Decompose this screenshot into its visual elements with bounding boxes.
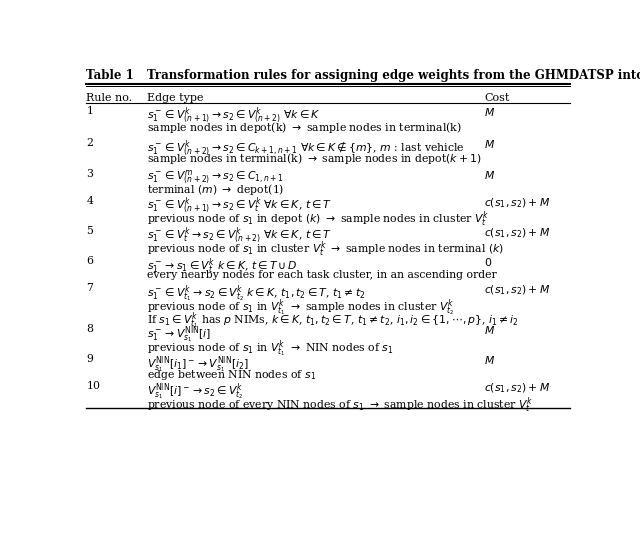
Text: previous node of $s_1$ in $V_{t_1}^k$ $\rightarrow$ sample nodes in cluster $V_{: previous node of $s_1$ in $V_{t_1}^k$ $\… [147,297,454,318]
Text: previous node of $s_1$ in cluster $V_t^k$ $\rightarrow$ sample nodes in terminal: previous node of $s_1$ in cluster $V_t^k… [147,240,504,259]
Text: $0$: $0$ [484,256,493,268]
Text: 5: 5 [86,226,93,236]
Text: 1: 1 [86,106,93,116]
Text: Edge type: Edge type [147,93,204,103]
Text: $c(s_1, s_2) + M$: $c(s_1, s_2) + M$ [484,196,550,210]
Text: $s_1^- \rightarrow s_1 \in V_t^k\ k \in K$, $t \in T \cup D$: $s_1^- \rightarrow s_1 \in V_t^k\ k \in … [147,256,298,276]
Text: 7: 7 [86,284,93,293]
Text: $c(s_1, s_2) + M$: $c(s_1, s_2) + M$ [484,381,550,395]
Text: 4: 4 [86,196,93,206]
Text: $M$: $M$ [484,106,495,118]
Text: $c(s_1, s_2) + M$: $c(s_1, s_2) + M$ [484,226,550,240]
Text: 8: 8 [86,324,93,334]
Text: previous node of $s_1$ in depot $(k)$ $\rightarrow$ sample nodes in cluster $V_t: previous node of $s_1$ in depot $(k)$ $\… [147,210,490,229]
Text: $M$: $M$ [484,354,495,366]
Text: $M$: $M$ [484,169,495,181]
Text: Transformation rules for assigning edge weights from the GHMDATSP into the ATSP: Transformation rules for assigning edge … [147,69,640,82]
Text: sample nodes in terminal(k) $\rightarrow$ sample nodes in depot$(k + 1)$: sample nodes in terminal(k) $\rightarrow… [147,151,482,166]
Text: terminal $(m)$ $\rightarrow$ depot(1): terminal $(m)$ $\rightarrow$ depot(1) [147,182,284,197]
Text: 10: 10 [86,381,100,392]
Text: $s_1^- \in V_t^k \rightarrow s_2 \in V_{(n+2)}^k\ \forall k \in K$, $t \in T$: $s_1^- \in V_t^k \rightarrow s_2 \in V_{… [147,226,332,246]
Text: 6: 6 [86,256,93,266]
Text: $M$: $M$ [484,137,495,149]
Text: Table 1: Table 1 [86,69,134,82]
Text: $V_{s_1}^{\mathrm{NIN}}[i]^- \rightarrow s_2 \in V_{t_2}^k$: $V_{s_1}^{\mathrm{NIN}}[i]^- \rightarrow… [147,381,243,402]
Text: 3: 3 [86,169,93,179]
Text: previous node of $s_1$ in $V_{t_1}^k$ $\rightarrow$ NIN nodes of $s_1$: previous node of $s_1$ in $V_{t_1}^k$ $\… [147,338,394,358]
Text: previous node of every NIN nodes of $s_1$ $\rightarrow$ sample nodes in cluster : previous node of every NIN nodes of $s_1… [147,395,533,415]
Text: $s_1^- \in V_{t_1}^k \rightarrow s_2 \in V_{t_2}^k\ k \in K$, $t_1, t_2 \in T$, : $s_1^- \in V_{t_1}^k \rightarrow s_2 \in… [147,284,365,304]
Text: edge between NIN nodes of $s_1$: edge between NIN nodes of $s_1$ [147,368,316,382]
Text: 9: 9 [86,354,93,364]
Text: $s_1^- \in V_{(n+1)}^k \rightarrow s_2 \in V_{(n+2)}^k\ \forall k \in K$: $s_1^- \in V_{(n+1)}^k \rightarrow s_2 \… [147,106,321,126]
Text: Cost: Cost [484,93,509,103]
Text: Rule no.: Rule no. [86,93,132,103]
Text: 2: 2 [86,137,93,148]
Text: every nearby nodes for each task cluster, in an ascending order: every nearby nodes for each task cluster… [147,270,497,280]
Text: $V_{s_1}^{\mathrm{NIN}}[i_1]^- \rightarrow V_{s_1}^{\mathrm{NIN}}[i_2]$: $V_{s_1}^{\mathrm{NIN}}[i_1]^- \rightarr… [147,354,249,375]
Text: $s_1^- \in V_{(n+1)}^k \rightarrow s_2 \in V_t^k\ \forall k \in K$, $t \in T$: $s_1^- \in V_{(n+1)}^k \rightarrow s_2 \… [147,196,332,216]
Text: $s_1^- \in V_{(n+2)}^m \rightarrow s_2 \in C_{1,n+1}$: $s_1^- \in V_{(n+2)}^m \rightarrow s_2 \… [147,169,284,186]
Text: $s_1^- \rightarrow V_{s_1}^{\mathrm{NIN}}[i]$: $s_1^- \rightarrow V_{s_1}^{\mathrm{NIN}… [147,324,211,345]
Text: $M$: $M$ [484,324,495,336]
Text: sample nodes in depot(k) $\rightarrow$ sample nodes in terminal(k): sample nodes in depot(k) $\rightarrow$ s… [147,120,462,135]
Text: If $s_1 \in V_{t_1}^k$ has $p$ NIMs, $k \in K$, $t_1, t_2 \in T$, $t_1 \neq t_2$: If $s_1 \in V_{t_1}^k$ has $p$ NIMs, $k … [147,310,519,331]
Text: $s_1^- \in V_{(n+2)}^k \rightarrow s_2 \in C_{k+1,n+1}\ \forall k \in K \notin \: $s_1^- \in V_{(n+2)}^k \rightarrow s_2 \… [147,137,465,157]
Text: $c(s_1, s_2) + M$: $c(s_1, s_2) + M$ [484,284,550,297]
